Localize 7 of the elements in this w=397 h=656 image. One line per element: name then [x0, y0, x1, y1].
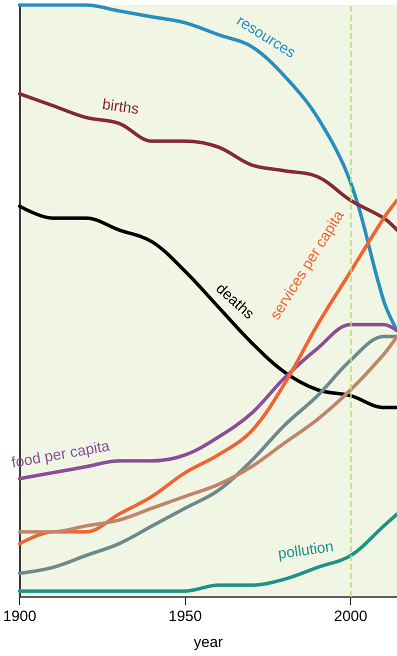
text: births: [101, 96, 140, 118]
x-axis-title: year: [194, 634, 223, 651]
x-tick-label: 2000: [334, 608, 368, 625]
text: food per capita: [10, 438, 112, 472]
text: pollution: [276, 538, 335, 563]
x-tick-label: 1950: [168, 608, 202, 625]
x-tick-label: 1900: [2, 608, 36, 625]
